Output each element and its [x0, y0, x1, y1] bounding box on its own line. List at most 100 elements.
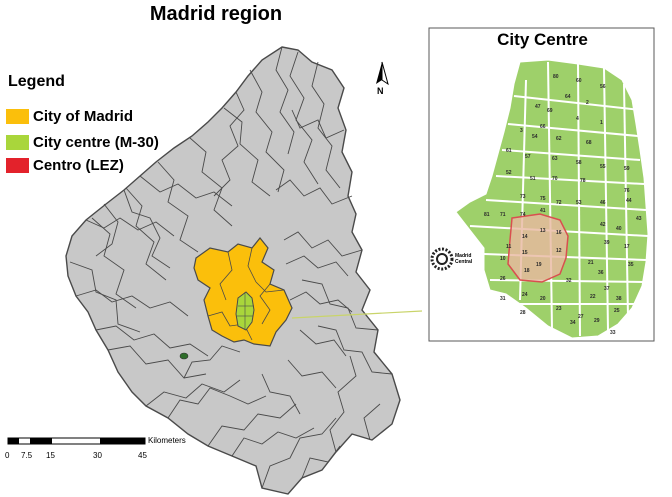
- district-label-17: 17: [624, 244, 630, 250]
- inset-centre-shape: [455, 59, 649, 339]
- district-label-63: 63: [552, 156, 558, 162]
- district-label-25: 25: [614, 308, 620, 314]
- district-label-55: 55: [600, 164, 606, 170]
- district-label-51: 51: [530, 176, 536, 182]
- district-label-57: 57: [525, 154, 531, 160]
- district-label-80: 80: [553, 74, 559, 80]
- district-label-62: 62: [556, 136, 562, 142]
- district-label-2: 2: [586, 100, 589, 106]
- district-label-47: 47: [535, 104, 541, 110]
- scale-bar: [7, 437, 146, 445]
- legend-swatch-centre: [6, 134, 29, 150]
- district-label-68: 68: [586, 140, 592, 146]
- district-label-39: 39: [604, 240, 610, 246]
- district-label-29: 29: [594, 318, 600, 324]
- district-label-21: 21: [588, 260, 594, 266]
- city-centre-lines: [237, 292, 254, 330]
- district-label-15: 15: [522, 250, 528, 256]
- legend-item-centro-lez: Centro (LEZ): [6, 156, 124, 174]
- district-label-20: 20: [540, 296, 546, 302]
- district-label-78: 78: [580, 178, 586, 184]
- scale-tick-7-5: 7.5: [21, 451, 33, 460]
- district-label-70: 70: [552, 176, 558, 182]
- district-label-4: 4: [576, 116, 579, 122]
- scale-tick-0: 0: [5, 451, 10, 460]
- district-label-23: 23: [556, 306, 562, 312]
- district-label-26: 26: [500, 276, 506, 282]
- district-label-76: 76: [624, 188, 630, 194]
- madrid-central-logo-icon: [430, 247, 454, 271]
- district-label-72: 72: [556, 200, 562, 206]
- district-label-75: 75: [540, 196, 546, 202]
- district-label-43: 43: [636, 216, 642, 222]
- scale-unit-label: Kilometers: [148, 436, 186, 445]
- district-label-18: 18: [524, 268, 530, 274]
- district-label-66: 66: [540, 124, 546, 130]
- district-label-27: 27: [578, 314, 584, 320]
- district-label-10: 10: [500, 256, 506, 262]
- district-label-31: 31: [500, 296, 506, 302]
- district-label-58: 58: [576, 160, 582, 166]
- district-label-59: 59: [624, 166, 630, 172]
- district-label-22: 22: [590, 294, 596, 300]
- inset-title: City Centre: [497, 30, 588, 49]
- inset-district-lines: [469, 61, 649, 337]
- city-of-madrid-shape: [193, 237, 293, 347]
- district-label-40: 40: [616, 226, 622, 232]
- legend-title: Legend: [8, 73, 65, 90]
- legend-label-centre: City centre (M-30): [33, 133, 159, 151]
- district-label-32: 32: [566, 278, 572, 284]
- district-label-35: 35: [628, 262, 634, 268]
- lez-area-shape: [507, 213, 569, 283]
- district-label-28: 28: [520, 310, 526, 316]
- scale-tick-30: 30: [93, 451, 102, 460]
- district-label-81: 81: [484, 212, 490, 218]
- district-label-34: 34: [570, 320, 576, 326]
- district-label-36: 36: [598, 270, 604, 276]
- legend-item-city-of-madrid: City of Madrid: [6, 107, 133, 125]
- inset-connector-line: [291, 310, 423, 319]
- district-label-56: 56: [600, 84, 606, 90]
- district-label-74: 74: [520, 212, 526, 218]
- district-label-60: 60: [576, 78, 582, 84]
- district-label-12: 12: [556, 248, 562, 254]
- scale-tick-15: 15: [46, 451, 55, 460]
- legend-swatch-city: [6, 108, 29, 124]
- district-label-42: 42: [600, 222, 606, 228]
- district-label-38: 38: [616, 296, 622, 302]
- district-label-16: 16: [556, 230, 562, 236]
- district-label-73: 73: [520, 194, 526, 200]
- north-label: N: [377, 86, 384, 96]
- city-district-lines: [207, 247, 285, 341]
- district-label-1: 1: [600, 120, 603, 126]
- legend-swatch-lez: [6, 157, 29, 173]
- district-label-19: 19: [536, 262, 542, 268]
- district-label-3: 3: [520, 128, 523, 134]
- small-green-patch: [179, 352, 189, 360]
- district-label-71: 71: [500, 212, 506, 218]
- district-label-61: 61: [506, 148, 512, 154]
- municipal-boundaries: [69, 46, 393, 489]
- district-label-14: 14: [522, 234, 528, 240]
- legend-label-city: City of Madrid: [33, 107, 133, 125]
- district-label-24: 24: [522, 292, 528, 298]
- legend-label-lez: Centro (LEZ): [33, 156, 124, 174]
- district-label-11: 11: [506, 244, 512, 250]
- scale-tick-45: 45: [138, 451, 147, 460]
- district-label-41: 41: [540, 208, 546, 214]
- district-label-33: 33: [610, 330, 616, 336]
- district-label-53: 53: [576, 200, 582, 206]
- district-label-64: 64: [565, 94, 571, 100]
- district-label-13: 13: [540, 228, 546, 234]
- district-label-37: 37: [604, 286, 610, 292]
- district-label-69: 69: [547, 108, 553, 114]
- district-label-46: 46: [600, 200, 606, 206]
- district-label-44: 44: [626, 198, 632, 204]
- north-arrow-icon: [376, 61, 389, 86]
- district-label-52: 52: [506, 170, 512, 176]
- madrid-central-label: Madrid Central: [455, 253, 473, 265]
- district-label-54: 54: [532, 134, 538, 140]
- map-title: Madrid region: [149, 3, 283, 25]
- legend-item-city-centre: City centre (M-30): [6, 133, 159, 151]
